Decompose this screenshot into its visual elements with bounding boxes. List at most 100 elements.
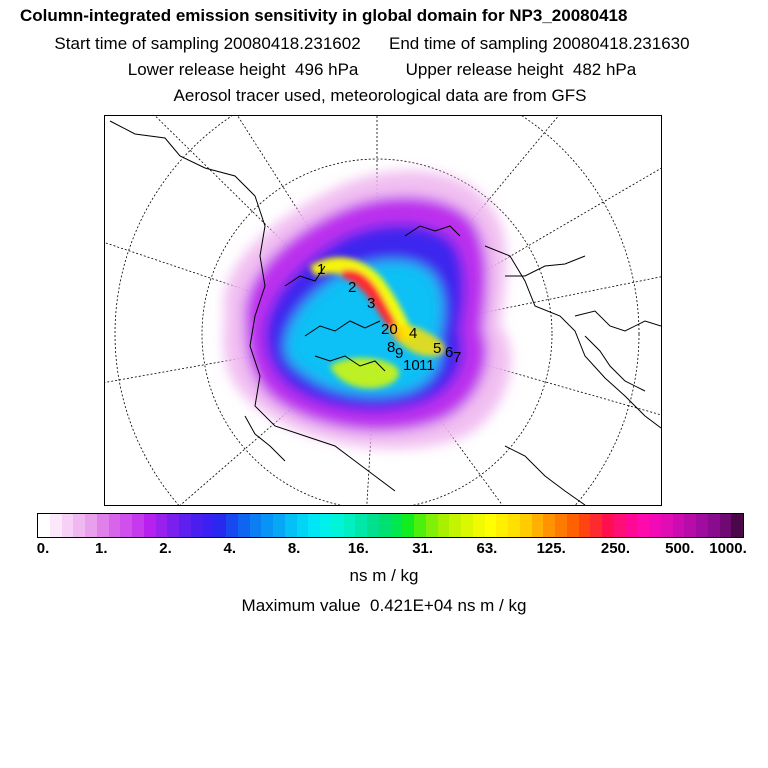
- colorbar-tick-label: 16.: [347, 540, 369, 557]
- point-label-8: 8: [387, 339, 395, 356]
- colorbar-cell: [179, 514, 191, 537]
- colorbar-tick-label: 4.: [223, 540, 237, 557]
- plot-title: Column-integrated emission sensitivity i…: [20, 6, 628, 25]
- colorbar-cell: [120, 514, 132, 537]
- colorbar-tick-label: 1.: [95, 540, 108, 557]
- colorbar-cell: [343, 514, 356, 537]
- colorbar-cell: [96, 514, 109, 537]
- upper-height-value: 482 hPa: [572, 60, 637, 79]
- start-time-label: Start time of sampling: [54, 34, 219, 53]
- colorbar-cell: [602, 514, 614, 537]
- sensitivity-field: [223, 170, 512, 449]
- colorbar-tick-label: 500.: [665, 540, 695, 557]
- colorbar-cell: [531, 514, 544, 537]
- colorbar-cell: [49, 514, 62, 537]
- colorbar-cell: [214, 514, 226, 537]
- colorbar-cell: [637, 514, 649, 537]
- point-label-9: 9: [395, 345, 403, 362]
- colorbar-tick-label: 250.: [600, 540, 631, 557]
- point-label-1: 1: [317, 261, 325, 278]
- colorbar-cell: [484, 514, 497, 537]
- colorbar-cell: [367, 514, 379, 537]
- colorbar-cell: [378, 514, 391, 537]
- colorbar-cell: [684, 514, 696, 537]
- colorbar-cell: [108, 514, 121, 537]
- colorbar-tick-label: 125.: [536, 540, 566, 557]
- point-label-4: 4: [409, 325, 417, 342]
- colorbar-cell: [578, 514, 591, 537]
- colorbar-cell: [85, 514, 97, 537]
- colorbar-tick-label: 31.: [412, 540, 434, 557]
- colorbar-cell: [449, 514, 461, 537]
- colorbar-cell: [226, 514, 238, 537]
- colorbar-cell: [496, 514, 508, 537]
- colorbar-cell: [296, 514, 309, 537]
- colorbar-cell: [625, 514, 638, 537]
- colorbar-cell: [190, 514, 203, 537]
- colorbar-cell: [461, 514, 473, 537]
- colorbar-cell: [273, 514, 285, 537]
- colorbar-cell: [425, 514, 438, 537]
- point-label-7: 7: [453, 349, 461, 366]
- colorbar-cell: [472, 514, 485, 537]
- colorbar-cell: [402, 514, 414, 537]
- colorbar-cell: [519, 514, 532, 537]
- colorbar-cell: [672, 514, 685, 537]
- colorbar-cell: [390, 514, 403, 537]
- colorbar-cell: [132, 514, 144, 537]
- max-value: 0.421E+04 ns m / kg: [370, 596, 527, 615]
- release-point-labels: 1 2 3 20 4 5 6 7 8 9 10 11: [317, 261, 461, 374]
- tracer-info-line: Aerosol tracer used, meteorological data…: [173, 86, 587, 105]
- colorbar-tick-label: 1000.: [709, 540, 747, 557]
- lower-height-label: Lower release height: [127, 60, 286, 79]
- units-label: ns m / kg: [349, 566, 419, 585]
- colorbar-cell: [167, 514, 179, 537]
- colorbar-tick-label: 2.: [159, 540, 172, 557]
- end-time-label: End time of sampling: [389, 34, 548, 53]
- colorbar-cell: [649, 514, 661, 537]
- colorbar-cell: [61, 514, 74, 537]
- colorbar-tick-label: 8.: [287, 540, 301, 557]
- point-label-2: 2: [348, 279, 356, 296]
- colorbar-cell: [284, 514, 297, 537]
- maximum-value-line: Maximum value 0.421E+04 ns m / kg: [0, 596, 768, 616]
- colorbar-cell: [155, 514, 168, 537]
- colorbar-cell: [73, 514, 85, 537]
- colorbar-tick-labels: 0. 1. 2. 4. 8. 16. 31. 63. 125. 250. 500. 1000.: [0, 540, 768, 560]
- colorbar-cell: [696, 514, 708, 537]
- upper-height-label: Upper release height: [405, 60, 564, 79]
- coastlines: [109, 120, 661, 505]
- point-label-3: 3: [367, 295, 375, 312]
- sensitivity-map: 1 2 3 20 4 5 6 7 8 9 10 11: [104, 115, 662, 506]
- colorbar-cell: [731, 514, 743, 537]
- colorbar-cell: [143, 514, 156, 537]
- colorbar-cell: [237, 514, 250, 537]
- colorbar-cell: [555, 514, 567, 537]
- colorbar-cell: [613, 514, 626, 537]
- colorbar-tick-label: 0.: [36, 540, 50, 557]
- colorbar-cell: [543, 514, 555, 537]
- colorbar-cell: [707, 514, 720, 537]
- colorbar-cell: [261, 514, 273, 537]
- colorbar-cell: [202, 514, 215, 537]
- colorbar-cell: [508, 514, 520, 537]
- sampling-times-line: Start time of sampling 20080418.231602 E…: [0, 34, 756, 54]
- colorbar-cell: [437, 514, 450, 537]
- colorbar-cell: [660, 514, 673, 537]
- point-label-6: 6: [445, 344, 453, 361]
- colorbar: [37, 513, 744, 538]
- point-label-10: 10: [403, 357, 420, 374]
- colorbar-cell: [355, 514, 367, 537]
- point-label-11: 11: [419, 357, 435, 374]
- colorbar-cell: [249, 514, 262, 537]
- max-value-label: Maximum value: [241, 596, 361, 615]
- colorbar-cell: [320, 514, 332, 537]
- colorbar-cell: [38, 514, 50, 537]
- start-time-value: 20080418.231602: [223, 34, 361, 53]
- colorbar-cell: [414, 514, 426, 537]
- colorbar-tick-label: 63.: [476, 540, 498, 557]
- colorbar-cell: [308, 514, 320, 537]
- lower-height-value: 496 hPa: [295, 60, 359, 79]
- colorbar-cell: [566, 514, 579, 537]
- colorbar-cell: [331, 514, 344, 537]
